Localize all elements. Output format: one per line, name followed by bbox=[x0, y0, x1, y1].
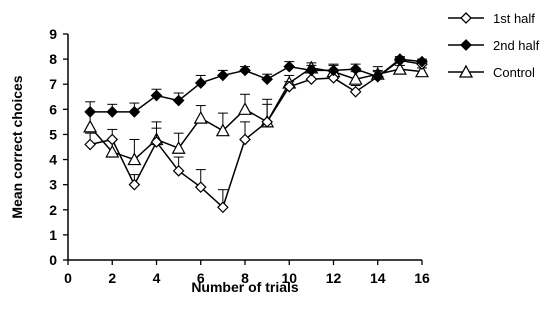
data-point-2nd-half bbox=[349, 63, 362, 76]
data-point-2nd-half bbox=[327, 64, 340, 77]
data-point-1st-half bbox=[194, 181, 207, 194]
data-point-1st-half bbox=[128, 178, 141, 191]
legend-item-control: Control bbox=[448, 64, 535, 80]
data-point-1st-half bbox=[327, 72, 340, 84]
x-tick-label: 16 bbox=[414, 270, 430, 286]
data-point-1st-half bbox=[106, 133, 119, 146]
data-point-1st-half bbox=[283, 80, 296, 93]
x-axis-title: Number of trials bbox=[191, 279, 299, 295]
data-point-2nd-half bbox=[283, 60, 296, 73]
data-point-1st-half bbox=[239, 133, 251, 146]
x-tick-group: 0 2 4 6 8 10 12 14 16 bbox=[64, 260, 430, 286]
data-point-2nd-half bbox=[84, 105, 96, 118]
y-tick-label: 6 bbox=[49, 101, 57, 117]
data-point-1st-half bbox=[261, 116, 273, 128]
series-line-1st-half bbox=[89, 59, 423, 209]
data-point-1st-half bbox=[217, 201, 229, 214]
legend: 1st half 2nd half Control bbox=[448, 11, 540, 80]
data-point-1st-half bbox=[305, 73, 318, 86]
data-point-control bbox=[392, 61, 407, 75]
legend-marker-control bbox=[458, 64, 474, 78]
data-point-2nd-half bbox=[172, 94, 185, 107]
legend-label-1st-half: 1st half bbox=[493, 11, 535, 26]
data-point-control bbox=[127, 152, 142, 166]
x-tick-label: 2 bbox=[108, 270, 116, 286]
y-tick-label: 5 bbox=[49, 126, 57, 142]
x-tick-label: 0 bbox=[64, 270, 72, 286]
data-point-2nd-half bbox=[305, 64, 318, 77]
data-point-control bbox=[105, 144, 120, 158]
data-point-2nd-half bbox=[239, 64, 251, 77]
data-point-control bbox=[83, 119, 98, 133]
series-1st-half bbox=[84, 54, 428, 214]
data-point-2nd-half bbox=[217, 69, 229, 82]
y-tick-label: 3 bbox=[49, 177, 57, 193]
data-point-1st-half bbox=[150, 136, 163, 148]
data-point-2nd-half bbox=[128, 105, 141, 118]
x-tick-label: 6 bbox=[197, 270, 205, 286]
y-tick-label: 2 bbox=[49, 202, 57, 218]
x-tick-label: 14 bbox=[370, 270, 386, 286]
series-control bbox=[83, 60, 430, 166]
series-2nd-half bbox=[84, 53, 428, 118]
data-point-2nd-half bbox=[416, 55, 428, 68]
data-point-control bbox=[348, 71, 363, 85]
y-tick-label: 0 bbox=[49, 252, 57, 268]
legend-item-1st-half: 1st half bbox=[448, 11, 535, 26]
legend-item-2nd-half: 2nd half bbox=[448, 38, 540, 53]
data-point-2nd-half bbox=[261, 73, 273, 86]
data-point-1st-half bbox=[172, 165, 185, 177]
series-group bbox=[83, 53, 430, 214]
x-tick-label: 12 bbox=[326, 270, 342, 286]
y-tick-label: 8 bbox=[49, 51, 57, 67]
legend-label-2nd-half: 2nd half bbox=[493, 38, 540, 53]
data-point-2nd-half bbox=[371, 70, 384, 83]
data-point-1st-half bbox=[349, 85, 362, 98]
data-point-2nd-half bbox=[394, 53, 406, 65]
data-point-2nd-half bbox=[150, 89, 163, 102]
data-point-1st-half bbox=[84, 138, 96, 151]
data-point-control bbox=[193, 110, 208, 124]
data-point-control bbox=[414, 64, 430, 78]
y-tick-group: 0 1 2 3 4 5 6 7 8 9 bbox=[49, 26, 68, 268]
series-line-control bbox=[89, 67, 423, 161]
data-point-control bbox=[171, 141, 186, 154]
legend-label-control: Control bbox=[493, 65, 535, 80]
y-axis-title: Mean correct choices bbox=[9, 75, 25, 218]
series-line-2nd-half bbox=[90, 58, 423, 113]
y-tick-label: 9 bbox=[49, 26, 57, 42]
data-point-2nd-half bbox=[194, 77, 207, 89]
x-tick-label: 10 bbox=[281, 270, 297, 286]
y-tick-label: 1 bbox=[49, 227, 57, 243]
y-tick-label: 7 bbox=[49, 76, 57, 92]
x-tick-label: 4 bbox=[153, 270, 161, 286]
y-tick-label: 4 bbox=[49, 152, 57, 168]
data-point-control bbox=[237, 102, 253, 115]
data-point-control bbox=[215, 123, 230, 137]
legend-marker-1st-half bbox=[460, 12, 472, 24]
x-tick-label: 8 bbox=[241, 270, 249, 286]
legend-marker-2nd-half bbox=[460, 39, 472, 51]
data-point-2nd-half bbox=[106, 105, 119, 118]
